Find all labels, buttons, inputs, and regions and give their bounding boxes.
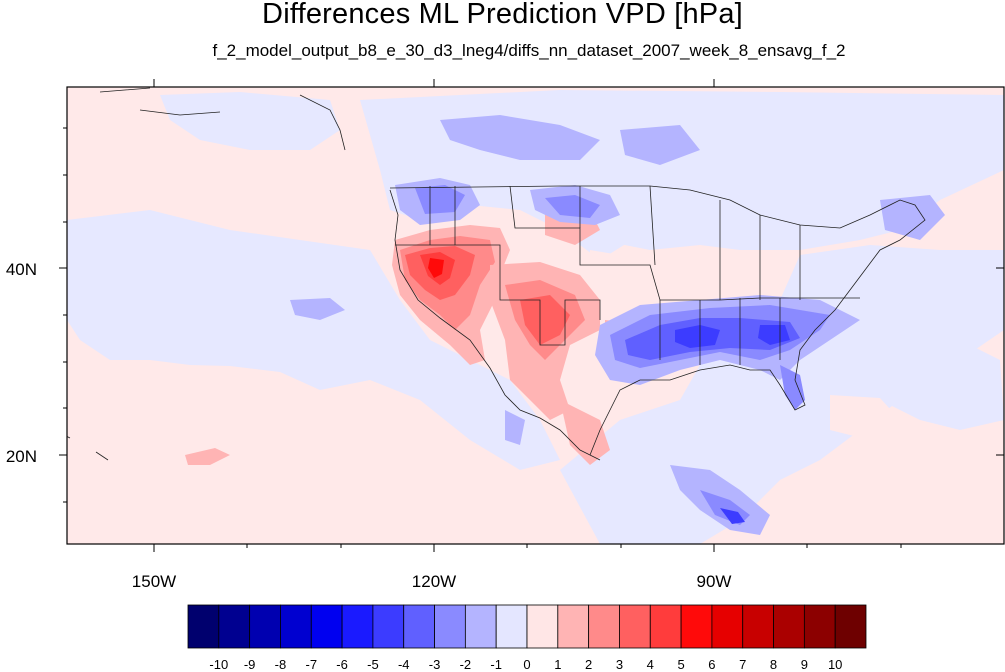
colorbar-tick-label: 0 [523,657,530,672]
colorbar-swatch [249,604,281,649]
colorbar-swatch [403,604,435,649]
colorbar-tick-label: 2 [585,657,592,672]
colorbar-tick-label: 8 [770,657,777,672]
y-tick-label: 40N [6,260,37,279]
colorbar-swatch [187,604,220,649]
colorbar-tick-label: 1 [554,657,561,672]
colorbar-labels: -10 -9 -8 -7 -6 -5 -4 -3 -2 -1 0 1 2 3 4 5 6 7 8 9 10 [209,657,842,672]
colorbar-swatch [803,604,836,649]
colorbar-swatch [588,604,620,649]
colorbar-tick-label: -1 [490,657,502,672]
chart-title: Differences ML Prediction VPD [hPa] [262,0,743,30]
colorbar-tick-label: -5 [367,657,379,672]
colorbar-swatch [372,604,405,649]
positive-1-fields [67,87,900,544]
negative-hotspot-central-america [505,410,770,535]
colorbar-tick-label: 5 [677,657,684,672]
colorbar-swatch [310,604,343,649]
colorbar-swatch [742,604,774,649]
colorbar-swatch [526,604,559,649]
colorbar-swatch [434,604,466,649]
x-tick-label: 90W [697,572,732,591]
colorbar-swatch [557,604,590,649]
colorbar-tick-label: 6 [708,657,715,672]
colorbar-swatch [464,604,497,649]
colorbar-tick-label: 10 [828,657,842,672]
colorbar-swatch [834,604,867,649]
colorbar-tick-label: -6 [336,657,348,672]
colorbar-tick-label: -2 [460,657,472,672]
colorbar-tick-label: 3 [616,657,623,672]
colorbar-swatch [773,604,805,649]
x-tick-label: 150W [132,572,176,591]
colorbar-tick-label: -9 [244,657,256,672]
colorbar-tick-label: 7 [739,657,746,672]
negative-hotspot-north [290,115,945,320]
colorbar-tick-label: -7 [305,657,317,672]
colorbar-tick-label: -3 [429,657,441,672]
colorbar-swatch [280,604,312,649]
y-tick-label: 20N [6,447,37,466]
colorbar-swatch [711,604,744,649]
colorbar-swatch [341,604,374,649]
x-axis-labels: 150W 120W 90W [132,572,732,591]
colorbar-swatch [619,604,651,649]
colorbar-swatch [495,604,528,649]
coastlines-and-borders [67,87,926,461]
colorbar-swatch [680,604,713,649]
negative-hotspot-southeast [595,295,860,410]
colorbar-swatch [218,604,251,649]
axis-ticks [59,79,1004,552]
map-field [67,87,1004,544]
colorbar-tick-label: 9 [801,657,808,672]
positive-hotspot-west [392,225,510,365]
x-tick-label: 120W [412,572,456,591]
colorbar-swatch [649,604,682,649]
colorbar-tick-label: 4 [647,657,654,672]
y-axis-labels: 20N 40N [6,260,37,466]
colorbar-tick-label: -8 [275,657,287,672]
colorbar-tick-label: -4 [398,657,410,672]
chart-subtitle: f_2_model_output_b8_e_30_d3_lneg4/diffs_… [212,41,846,60]
colorbar-tick-label: -10 [209,657,228,672]
colorbar [187,604,867,649]
